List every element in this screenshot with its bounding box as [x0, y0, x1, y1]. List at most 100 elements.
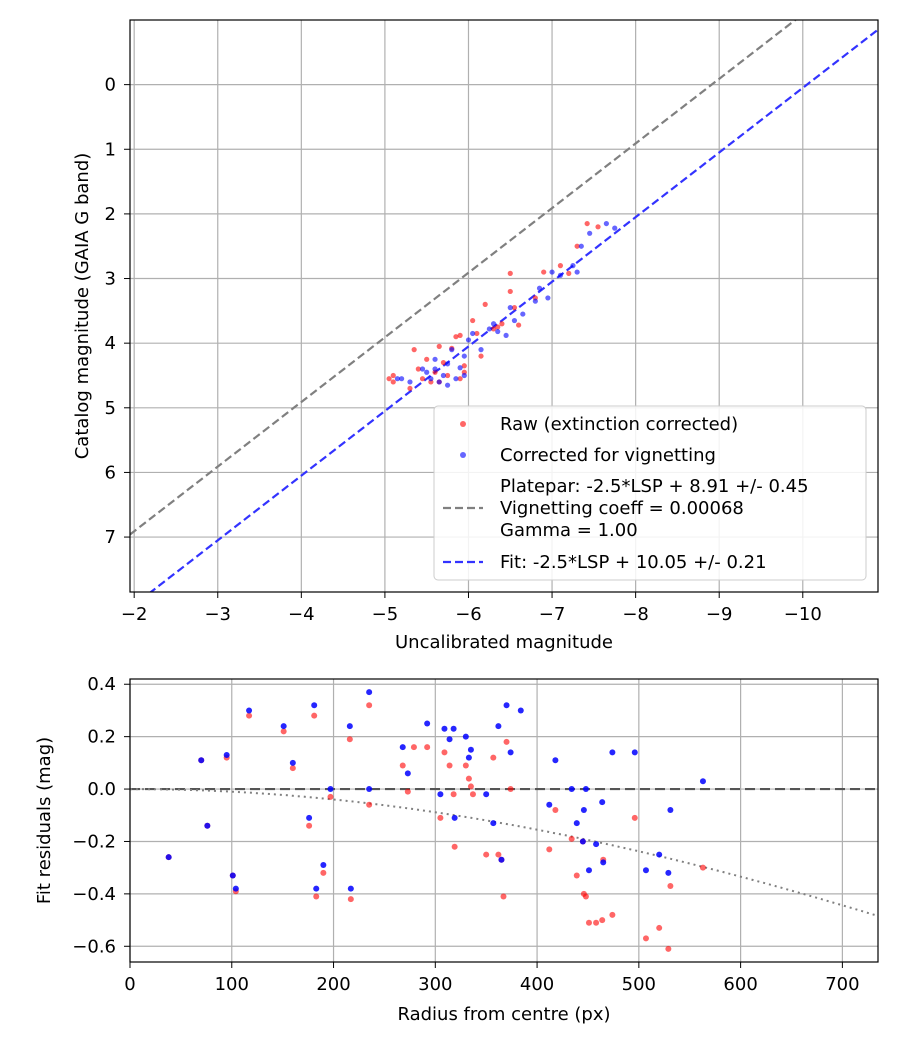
corrected-point	[490, 321, 497, 327]
corrected-point	[495, 328, 501, 335]
corrected-residual-point	[404, 770, 411, 777]
corrected-residual-point	[503, 702, 510, 709]
corrected-residual-point	[600, 859, 607, 866]
bottom-axes-frame	[129, 678, 879, 963]
corrected-residual-point	[483, 791, 490, 798]
top-reference-lines	[130, 20, 878, 592]
top-y-tick-label: 2	[105, 204, 116, 225]
raw-residual-point	[446, 762, 453, 769]
raw-point	[440, 359, 447, 366]
corrected-residual-point	[667, 807, 674, 814]
raw-point	[453, 334, 459, 340]
corrected-residual-point	[552, 757, 559, 764]
raw-residual-point	[441, 749, 448, 756]
legend-label: Raw (extinction corrected)	[500, 414, 738, 435]
raw-point	[511, 305, 518, 311]
raw-residual-point	[311, 712, 318, 719]
top-x-tick-label: −2	[121, 604, 148, 625]
corrected-residual-point	[204, 822, 211, 829]
corrected-point	[545, 295, 551, 301]
top-x-tick-label: −5	[372, 604, 399, 625]
raw-residual-point	[320, 869, 327, 876]
raw-residual-point	[568, 835, 575, 842]
raw-residual-point	[469, 791, 476, 798]
raw-point	[457, 376, 463, 382]
raw-point	[595, 224, 601, 230]
magnitude-calibration-plot: −2 −3 −4 −5 −6 −7 −8 −9 −10 0 1 2 3 4 5 6 7 Uncalibrate…	[72, 19, 879, 653]
top-y-tick-label: 4	[105, 333, 116, 354]
corrected-residual-point	[366, 786, 373, 793]
corrected-residual-point	[642, 867, 649, 874]
corrected-point	[574, 269, 580, 275]
raw-residual-point	[585, 919, 592, 926]
raw-residual-point	[609, 911, 616, 918]
bottom-x-axis-label: Radius from centre (px)	[397, 1004, 610, 1025]
raw-point	[584, 220, 590, 227]
raw-point	[478, 353, 484, 359]
top-x-tick-label: −10	[784, 604, 822, 625]
raw-residual-point	[327, 793, 334, 800]
corrected-residual-point	[467, 746, 474, 753]
corrected-point	[486, 326, 492, 332]
corrected-residual-point	[232, 885, 239, 892]
raw-residual-point	[437, 814, 444, 821]
corrected-residual-point	[465, 754, 472, 761]
legend-label: Gamma = 1.00	[500, 520, 638, 541]
corrected-residual-point	[517, 707, 524, 714]
raw-residual-point	[582, 893, 589, 900]
top-y-axis-label: Catalog magnitude (GAIA G band)	[72, 153, 93, 460]
top-y-tick-label: 0	[105, 75, 116, 96]
raw-point	[557, 263, 564, 269]
top-y-tick-label: 1	[105, 139, 116, 160]
corrected-point	[432, 356, 438, 362]
top-x-tick-label: −6	[455, 604, 482, 625]
corrected-residual-point	[450, 725, 457, 732]
corrected-point	[424, 369, 430, 375]
bottom-y-tick-label: −0.6	[72, 936, 116, 957]
bottom-x-tick-label: 300	[418, 974, 452, 995]
bottom-x-tick-label: 100	[215, 974, 249, 995]
raw-residual-point	[483, 851, 490, 858]
legend-box	[433, 405, 867, 581]
raw-point	[541, 269, 547, 275]
raw-residual-point	[347, 896, 354, 903]
bottom-grid	[129, 679, 878, 962]
corrected-point	[453, 376, 459, 382]
corrected-residual-point	[424, 720, 431, 727]
corrected-point	[503, 332, 509, 339]
raw-residual-point	[366, 801, 373, 808]
raw-point	[424, 356, 430, 362]
raw-residual-point	[451, 843, 458, 850]
corrected-residual-point	[366, 689, 373, 696]
corrected-point	[444, 382, 451, 388]
bottom-x-ticks: 0 100 200 300 400 500 600 700	[124, 962, 860, 995]
corrected-point	[394, 376, 401, 382]
corrected-residual-point	[546, 801, 553, 808]
top-x-tick-label: −7	[539, 604, 566, 625]
corrected-residual-point	[246, 707, 253, 714]
top-legend: Raw (extinction corrected) Corrected for …	[433, 405, 867, 581]
bottom-y-ticks: 0.4 0.2 0.0 −0.2 −0.4 −0.6	[72, 674, 130, 957]
corrected-point	[432, 366, 438, 372]
raw-point	[474, 330, 480, 337]
raw-residual-point	[462, 762, 469, 769]
raw-residual-point	[366, 702, 373, 709]
raw-point	[390, 372, 396, 379]
top-x-ticks: −2 −3 −4 −5 −6 −7 −8 −9 −10	[121, 592, 822, 625]
corrected-point	[478, 347, 484, 353]
corrected-point	[532, 298, 538, 304]
raw-residual-point	[507, 786, 514, 793]
raw-residual-point	[467, 783, 474, 790]
corrected-point	[557, 272, 564, 278]
raw-residual-point	[656, 924, 663, 931]
top-x-tick-label: −8	[622, 604, 649, 625]
raw-residual-point	[346, 736, 353, 743]
corrected-residual-point	[490, 820, 497, 827]
corrected-residual-point	[568, 786, 575, 793]
legend-label: Fit: -2.5*LSP + 10.05 +/- 0.21	[500, 552, 767, 573]
bottom-x-tick-label: 200	[316, 974, 350, 995]
raw-residual-point	[313, 893, 320, 900]
raw-residual-point	[399, 762, 406, 769]
corrected-point	[570, 263, 576, 269]
